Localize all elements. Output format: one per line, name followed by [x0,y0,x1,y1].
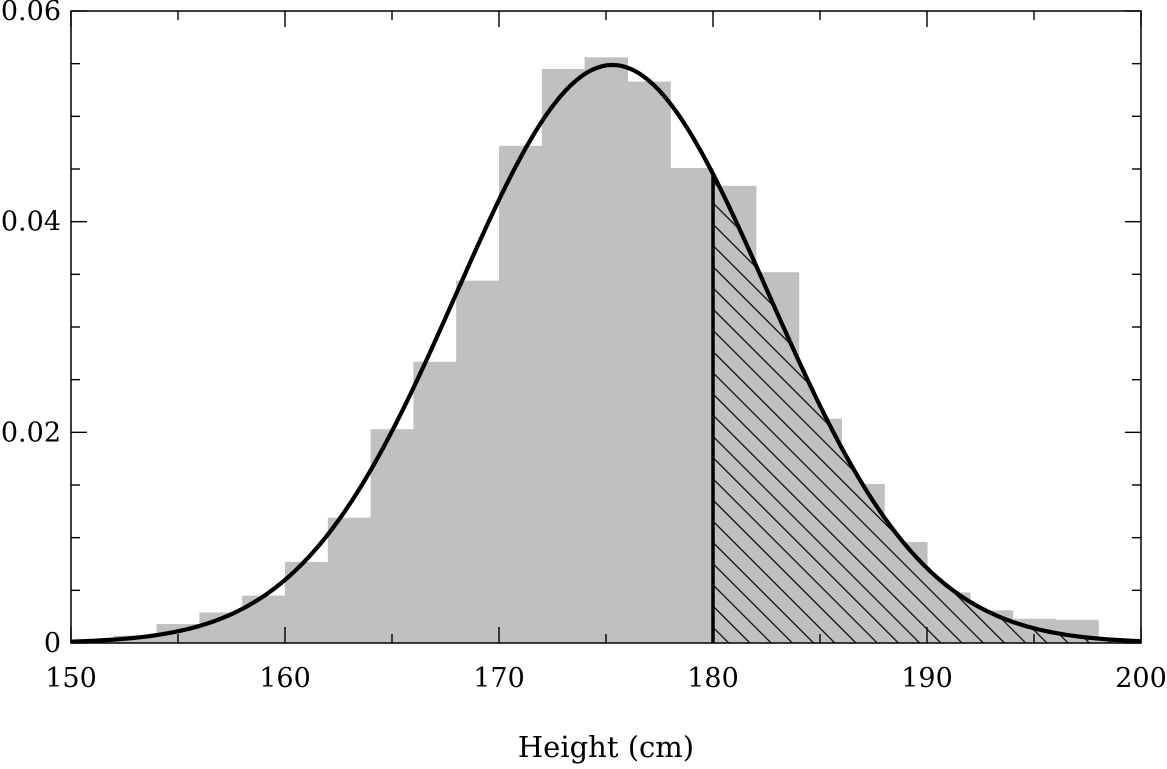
density-curve-line [71,62,1141,643]
y-tick-label: 0 [44,628,61,659]
histogram-bar [456,280,500,643]
y-tick-label: 0.02 [1,417,61,448]
histogram-bar [242,595,286,643]
shaded-tail-region [711,173,1141,643]
histogram-bar [541,68,586,643]
histogram-bars [71,57,1141,643]
x-tick-label: 180 [687,663,739,694]
y-tick-label: 0.04 [1,207,61,238]
hatched-area [713,173,1141,643]
histogram-bar [327,517,372,643]
histogram-bar [370,429,414,643]
y-tick-labels: 0 0.02 0.04 0.06 [1,0,61,659]
histogram-bar [670,167,714,643]
histogram-bar [584,57,628,643]
histogram-bar [627,81,671,643]
histogram-bar [499,145,543,643]
x-tick-labels: 150 160 170 180 190 200 [45,663,1167,694]
x-tick-label: 150 [45,663,97,694]
axis-ticks [70,10,1142,644]
x-tick-label: 190 [901,663,953,694]
x-tick-label: 170 [473,663,525,694]
y-tick-label: 0.06 [1,0,61,27]
normal-curve [71,62,1141,643]
histogram-bar [413,361,457,643]
x-tick-label: 160 [259,663,311,694]
x-axis-title: Height (cm) [518,730,694,764]
x-tick-label: 200 [1115,663,1167,694]
